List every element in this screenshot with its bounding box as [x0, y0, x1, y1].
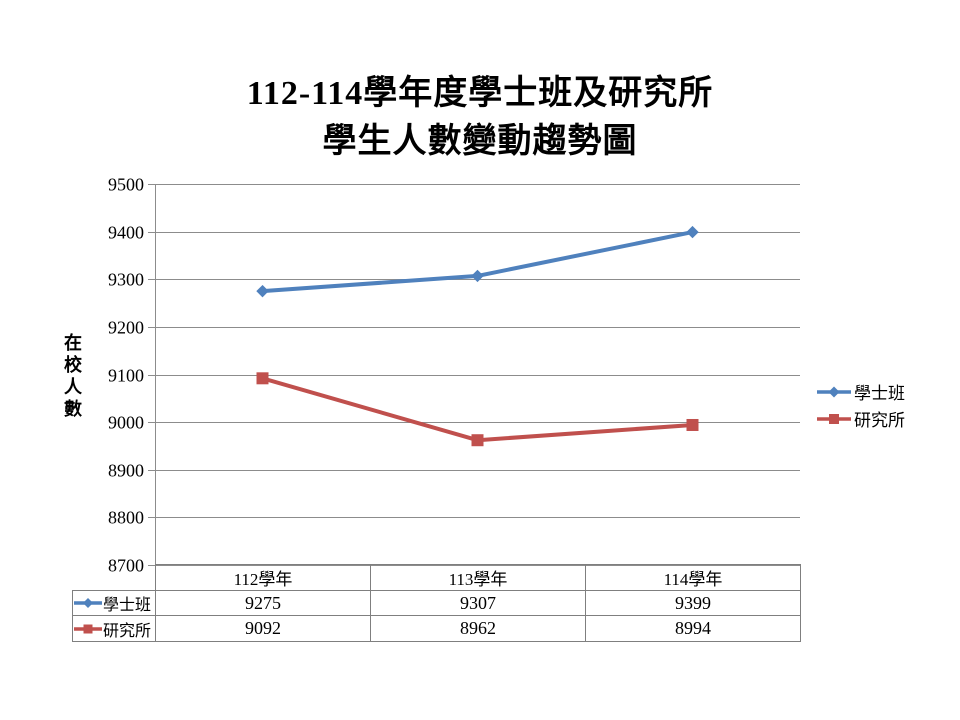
bachelor-value-114: 9399	[585, 590, 801, 616]
graduate-key-label: 研究所	[103, 622, 152, 640]
graduate-value-112: 9092	[155, 615, 371, 642]
legend-item-graduate: 研究所	[817, 405, 905, 432]
chart-data-table: 112學年 113學年 114學年 學士班 9275 9307 9399	[72, 564, 801, 642]
table-header-row: 112學年 113學年 114學年	[72, 564, 801, 591]
svg-text:8800: 8800	[108, 508, 144, 528]
svg-text:9400: 9400	[108, 223, 144, 243]
svg-text:9100: 9100	[108, 366, 144, 386]
legend-label-bachelor: 學士班	[854, 384, 905, 403]
table-header-year-113: 113學年	[370, 564, 586, 591]
table-row-graduate: 研究所 9092 8962 8994	[72, 615, 801, 642]
graduate-value-114: 8994	[585, 615, 801, 642]
graduate-series-legend-icon	[817, 413, 851, 424]
chart-title-line2: 學生人數變動趨勢圖	[322, 123, 638, 160]
chart-legend: 學士班 研究所	[817, 378, 905, 432]
bachelor-series-legend-icon	[817, 386, 851, 397]
table-key-cell-bachelor: 學士班	[72, 590, 156, 616]
svg-text:9000: 9000	[108, 413, 144, 433]
svg-text:9500: 9500	[108, 175, 144, 195]
bachelor-value-113: 9307	[370, 590, 586, 616]
bachelor-key-label: 學士班	[103, 597, 152, 614]
graduate-series-key-icon	[74, 624, 102, 633]
svg-text:9300: 9300	[108, 270, 144, 290]
chart-title-line1: 112-114學年度學士班及研究所	[246, 75, 714, 112]
svg-text:8900: 8900	[108, 461, 144, 481]
graduate-value-113: 8962	[370, 615, 586, 642]
bachelor-key: 學士班	[74, 592, 155, 615]
legend-label-graduate: 研究所	[854, 411, 905, 430]
legend-item-bachelor: 學士班	[817, 378, 905, 405]
graduate-key: 研究所	[74, 617, 155, 641]
y-axis-title: 在校人數	[62, 333, 82, 421]
table-header-year-114: 114學年	[585, 564, 801, 591]
table-corner-cell	[72, 564, 156, 591]
chart-title: 112-114學年度學士班及研究所 學生人數變動趨勢圖	[0, 70, 960, 166]
bachelor-value-112: 9275	[155, 590, 371, 616]
svg-text:9200: 9200	[108, 318, 144, 338]
bachelor-series-key-icon	[74, 598, 102, 608]
table-header-year-112: 112學年	[155, 564, 371, 591]
table-row-bachelor: 學士班 9275 9307 9399	[72, 590, 801, 616]
table-key-cell-graduate: 研究所	[72, 615, 156, 642]
